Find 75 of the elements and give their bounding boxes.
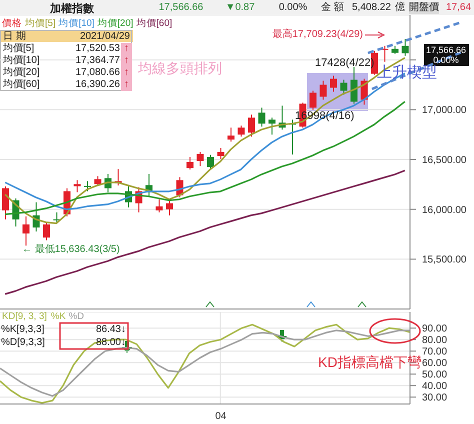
candlestick: [238, 125, 245, 138]
y-tick-label: 80.00: [422, 335, 448, 346]
annotation: 86.43↓: [96, 324, 126, 336]
y-tick-label: 16,000.00: [422, 204, 467, 216]
y-tick-label: 30.00: [422, 392, 448, 404]
line-series: [4, 170, 406, 295]
candlestick: [186, 156, 194, 170]
annotation: 均價[20]: [3, 67, 40, 79]
annotation: 均價[5]: [3, 43, 34, 55]
text: 17,64: [446, 2, 472, 14]
y-tick-label: 60.00: [422, 358, 448, 370]
annotation: 17,080.66: [76, 67, 120, 79]
chart-title: 加權指數: [50, 2, 94, 16]
candlestick: [166, 198, 173, 216]
candlestick: [310, 90, 316, 110]
text: 17,566.66: [158, 2, 204, 14]
text: 均價[60]: [136, 18, 172, 29]
text: 價格: [2, 18, 22, 29]
text: 均價[20]: [97, 18, 134, 29]
annotation: 17,520.53: [76, 43, 120, 55]
y-tick-label: 40.00: [422, 381, 448, 392]
candlestick: [330, 75, 337, 92]
annotation: 2021/04/29: [80, 31, 130, 43]
x-tick-label: 04: [215, 411, 227, 422]
candlestick: [196, 151, 204, 167]
annotation: %K[9,3,3]: [1, 324, 44, 336]
candlestick: [320, 80, 327, 100]
annotation: ↑: [121, 79, 132, 91]
text: %D: [68, 311, 84, 322]
annotation: ↑: [121, 43, 132, 55]
candlestick: [340, 79, 348, 96]
candlestick: [22, 216, 30, 246]
y-tick-label: 70.00: [422, 346, 448, 358]
candlestick: [43, 222, 50, 241]
candlestick: [258, 107, 266, 128]
annotation: 均價[60]: [3, 79, 40, 91]
y-tick-label: 17,000.00: [422, 105, 467, 116]
candlestick: [94, 176, 102, 186]
candlestick: [2, 186, 9, 220]
candlestick: [84, 180, 91, 192]
text: 均價[10]: [58, 18, 94, 29]
annotation: 均價[10]: [3, 55, 40, 67]
text: 0.00%: [278, 2, 308, 14]
annotation: 最高17,709.23(4/29): [272, 29, 363, 41]
annotation: ↑: [121, 67, 132, 79]
text: 17,566.66: [426, 45, 466, 56]
annotation: 17,364.77: [76, 55, 120, 67]
annotation: 日 期: [3, 31, 26, 43]
text: 5,408.22: [352, 2, 391, 14]
annotation: ← 最低15,636.43(3/5): [22, 244, 120, 256]
y-tick-label: 50.00: [422, 370, 448, 381]
candlestick: [228, 127, 234, 142]
candlestick: [217, 147, 224, 160]
annotation: 88.00↓: [96, 337, 126, 349]
text: %K: [50, 311, 66, 322]
text: 開盤價: [409, 2, 439, 14]
candlestick: [207, 154, 214, 169]
text: 億: [395, 2, 405, 14]
candlestick: [156, 198, 163, 213]
annotation: %D[9,3,3]: [1, 337, 45, 349]
candlestick: [268, 117, 276, 136]
annotation: 16,390.26: [76, 79, 120, 91]
text: 金 額: [321, 2, 344, 14]
y-tick-label: 16,500.00: [422, 155, 467, 166]
annotation: 均線多頭排列: [138, 60, 222, 76]
text: ▼0.87: [225, 2, 255, 14]
y-tick-label: 15,500.00: [422, 254, 467, 266]
text: 均價[5]: [25, 18, 56, 29]
candlestick: [248, 114, 255, 138]
candlestick: [402, 38, 409, 56]
legend-title: KD[9, 3, 3]: [2, 311, 47, 322]
annotation: ↑: [121, 55, 132, 67]
candlestick: [74, 180, 81, 193]
y-tick-label: 90.00: [422, 324, 448, 335]
candlestick: [350, 66, 358, 104]
